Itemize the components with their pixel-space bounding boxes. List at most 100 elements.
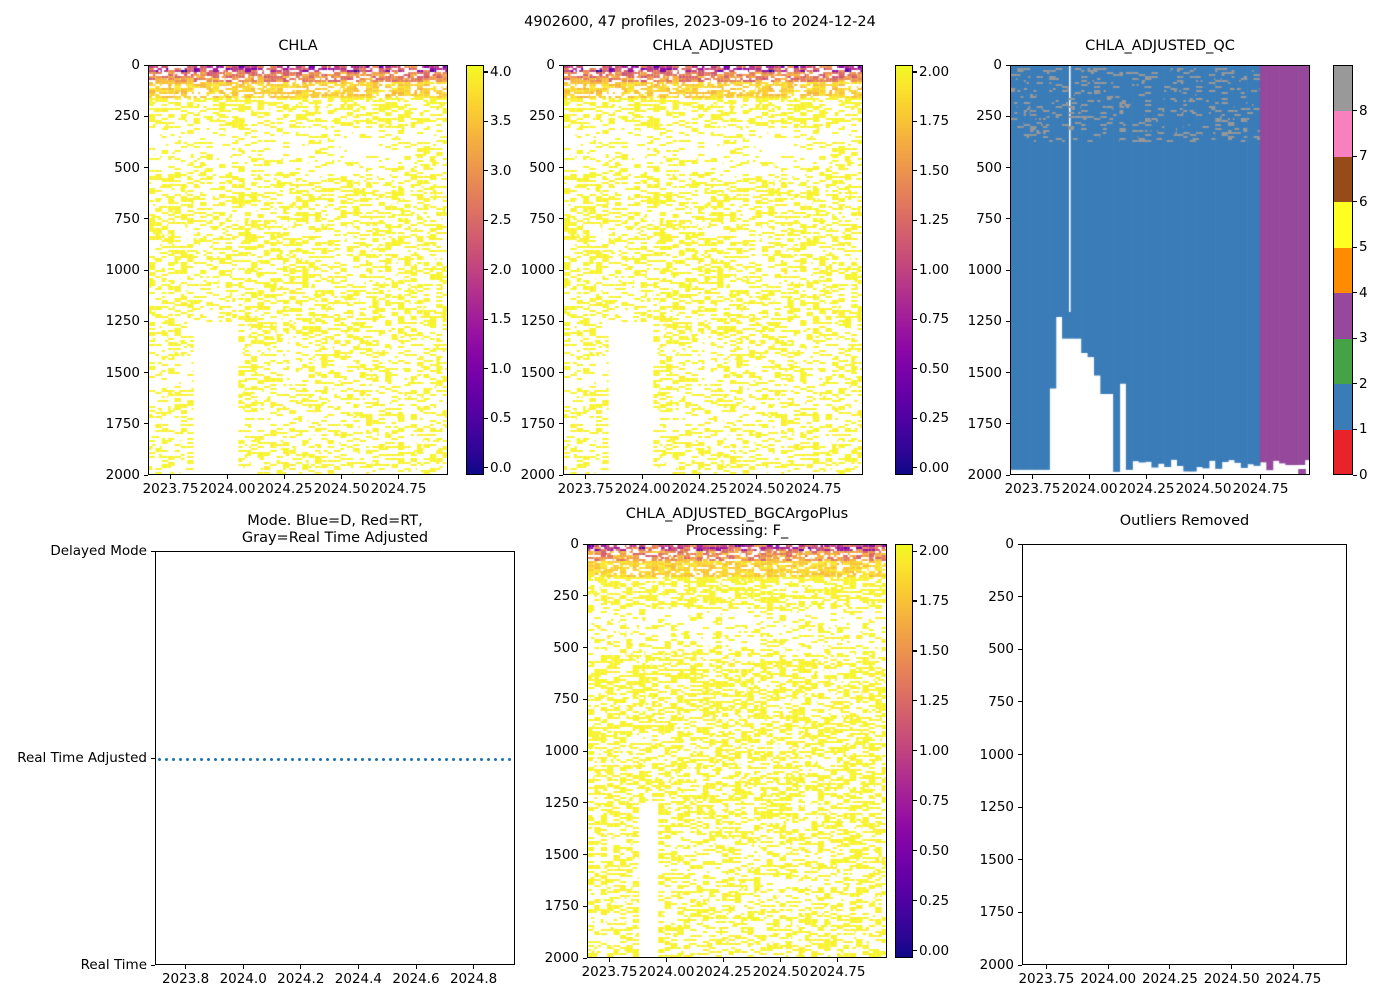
x-tick-mark xyxy=(699,475,701,479)
colorbar-tick-mark xyxy=(913,900,917,902)
colorbar-tick-label: 1.50 xyxy=(919,162,950,179)
x-tick-mark xyxy=(666,958,668,962)
y-tick-label: 250 xyxy=(529,108,555,125)
mode-y-tick-mark xyxy=(151,757,155,759)
x-tick-mark xyxy=(357,965,359,969)
y-tick-label: 1500 xyxy=(520,364,555,381)
y-tick-label: 500 xyxy=(976,159,1002,176)
x-tick-label: 2024.50 xyxy=(1203,971,1260,987)
panel-chla: CHLA xyxy=(148,38,448,490)
x-tick-mark xyxy=(1169,965,1171,969)
colorbar-tick-label: 2.0 xyxy=(490,261,512,278)
panel-chla-adjusted-qc-title: CHLA_ADJUSTED_QC xyxy=(1085,38,1235,54)
x-tick-mark xyxy=(398,475,400,479)
panel-chla-adjusted-qc: CHLA_ADJUSTED_QC xyxy=(1010,38,1310,490)
colorbar-tick-label: 0.0 xyxy=(490,459,512,476)
x-tick-label: 2024.0 xyxy=(219,971,267,987)
y-tick-label: 0 xyxy=(570,536,579,552)
x-tick-mark xyxy=(609,958,611,962)
colorbar-tick-label: 2.5 xyxy=(490,212,512,229)
outliers-removed-axes[interactable] xyxy=(1022,544,1347,965)
x-tick-label: 2023.75 xyxy=(142,481,199,497)
colorbar-tick-mark xyxy=(913,700,917,702)
qc-colorbar-segment-3 xyxy=(1333,292,1353,339)
y-tick-label: 750 xyxy=(553,691,579,708)
qc-colorbar-tick-label: 3 xyxy=(1359,330,1368,347)
colorbar-tick-mark xyxy=(484,71,488,73)
x-tick-mark xyxy=(756,475,758,479)
y-tick-label: 750 xyxy=(988,693,1014,710)
y-tick-label: 2000 xyxy=(979,957,1014,973)
mode-y-tick-label: Real Time Adjusted xyxy=(17,750,147,766)
y-tick-mark xyxy=(583,957,587,959)
colorbar-tick-mark xyxy=(484,219,488,221)
chla-adjusted-heatmap-axes[interactable] xyxy=(563,65,863,475)
y-tick-mark xyxy=(559,372,563,374)
x-tick-mark xyxy=(723,958,725,962)
colorbar-tick-mark xyxy=(913,800,917,802)
y-tick-mark xyxy=(1006,474,1010,476)
y-tick-mark xyxy=(1006,115,1010,117)
colorbar-gradient xyxy=(895,544,913,958)
chla-heatmap-axes[interactable] xyxy=(148,65,448,475)
y-tick-mark xyxy=(583,647,587,649)
bgcargoplus-colorbar[interactable] xyxy=(895,544,913,958)
y-tick-mark xyxy=(583,543,587,545)
qc-flag-colorbar[interactable] xyxy=(1333,65,1353,476)
panel-outliers-removed: Outliers Removed xyxy=(1022,513,1347,965)
x-tick-mark xyxy=(1292,965,1294,969)
x-tick-mark xyxy=(300,965,302,969)
colorbar-tick-mark xyxy=(913,170,917,172)
y-tick-label: 1250 xyxy=(967,313,1002,330)
colorbar-tick-label: 2.00 xyxy=(919,63,950,80)
chla-colorbar[interactable] xyxy=(466,65,484,475)
y-tick-mark xyxy=(1006,320,1010,322)
x-tick-mark xyxy=(1260,475,1262,479)
mode-line-axes[interactable] xyxy=(155,551,515,965)
colorbar-tick-label: 1.00 xyxy=(919,261,950,278)
qc-colorbar-segment-6 xyxy=(1333,156,1353,203)
panel-mode-title: Mode. Blue=D, Red=RT, Gray=Real Time Adj… xyxy=(241,513,429,546)
y-tick-mark xyxy=(559,115,563,117)
x-tick-label: 2024.6 xyxy=(392,971,440,987)
x-tick-label: 2024.75 xyxy=(370,481,427,497)
colorbar-tick-label: 1.00 xyxy=(919,742,950,759)
colorbar-tick-mark xyxy=(913,269,917,271)
qc-colorbar-tick-label: 0 xyxy=(1359,467,1368,483)
x-tick-label: 2023.75 xyxy=(1004,481,1061,497)
panel-chla-adjusted: CHLA_ADJUSTED xyxy=(563,38,863,490)
colorbar-tick-label: 3.0 xyxy=(490,162,512,179)
y-tick-mark xyxy=(1018,754,1022,756)
chla-adjusted-colorbar[interactable] xyxy=(895,65,913,475)
x-tick-label: 2023.75 xyxy=(557,481,614,497)
y-tick-mark xyxy=(1018,806,1022,808)
x-tick-mark xyxy=(473,965,475,969)
y-tick-label: 1000 xyxy=(544,743,579,759)
chla-adjusted-qc-heatmap-axes[interactable] xyxy=(1010,65,1310,475)
y-tick-label: 1500 xyxy=(967,364,1002,381)
qc-colorbar-tick-mark xyxy=(1353,428,1357,431)
y-tick-label: 1500 xyxy=(544,846,579,863)
x-tick-mark xyxy=(341,475,343,479)
y-tick-label: 750 xyxy=(114,210,140,227)
x-tick-mark xyxy=(227,475,229,479)
colorbar-tick-mark xyxy=(913,368,917,370)
colorbar-tick-mark xyxy=(913,417,917,419)
y-tick-label: 1250 xyxy=(979,799,1014,816)
y-tick-mark xyxy=(559,320,563,322)
y-tick-label: 1250 xyxy=(520,313,555,330)
bgcargoplus-heatmap-axes[interactable] xyxy=(587,544,887,958)
x-tick-label: 2024.50 xyxy=(728,481,785,497)
y-tick-label: 2000 xyxy=(105,467,140,483)
y-tick-label: 250 xyxy=(976,108,1002,125)
y-tick-mark xyxy=(144,372,148,374)
colorbar-tick-label: 0.50 xyxy=(919,842,950,859)
colorbar-tick-mark xyxy=(484,269,488,271)
colorbar-tick-label: 1.75 xyxy=(919,592,950,609)
qc-colorbar-tick-label: 6 xyxy=(1359,193,1368,210)
colorbar-tick-label: 1.25 xyxy=(919,692,950,709)
y-tick-mark xyxy=(144,269,148,271)
qc-colorbar-segment-2 xyxy=(1333,338,1353,385)
y-tick-mark xyxy=(144,320,148,322)
x-tick-mark xyxy=(170,475,172,479)
